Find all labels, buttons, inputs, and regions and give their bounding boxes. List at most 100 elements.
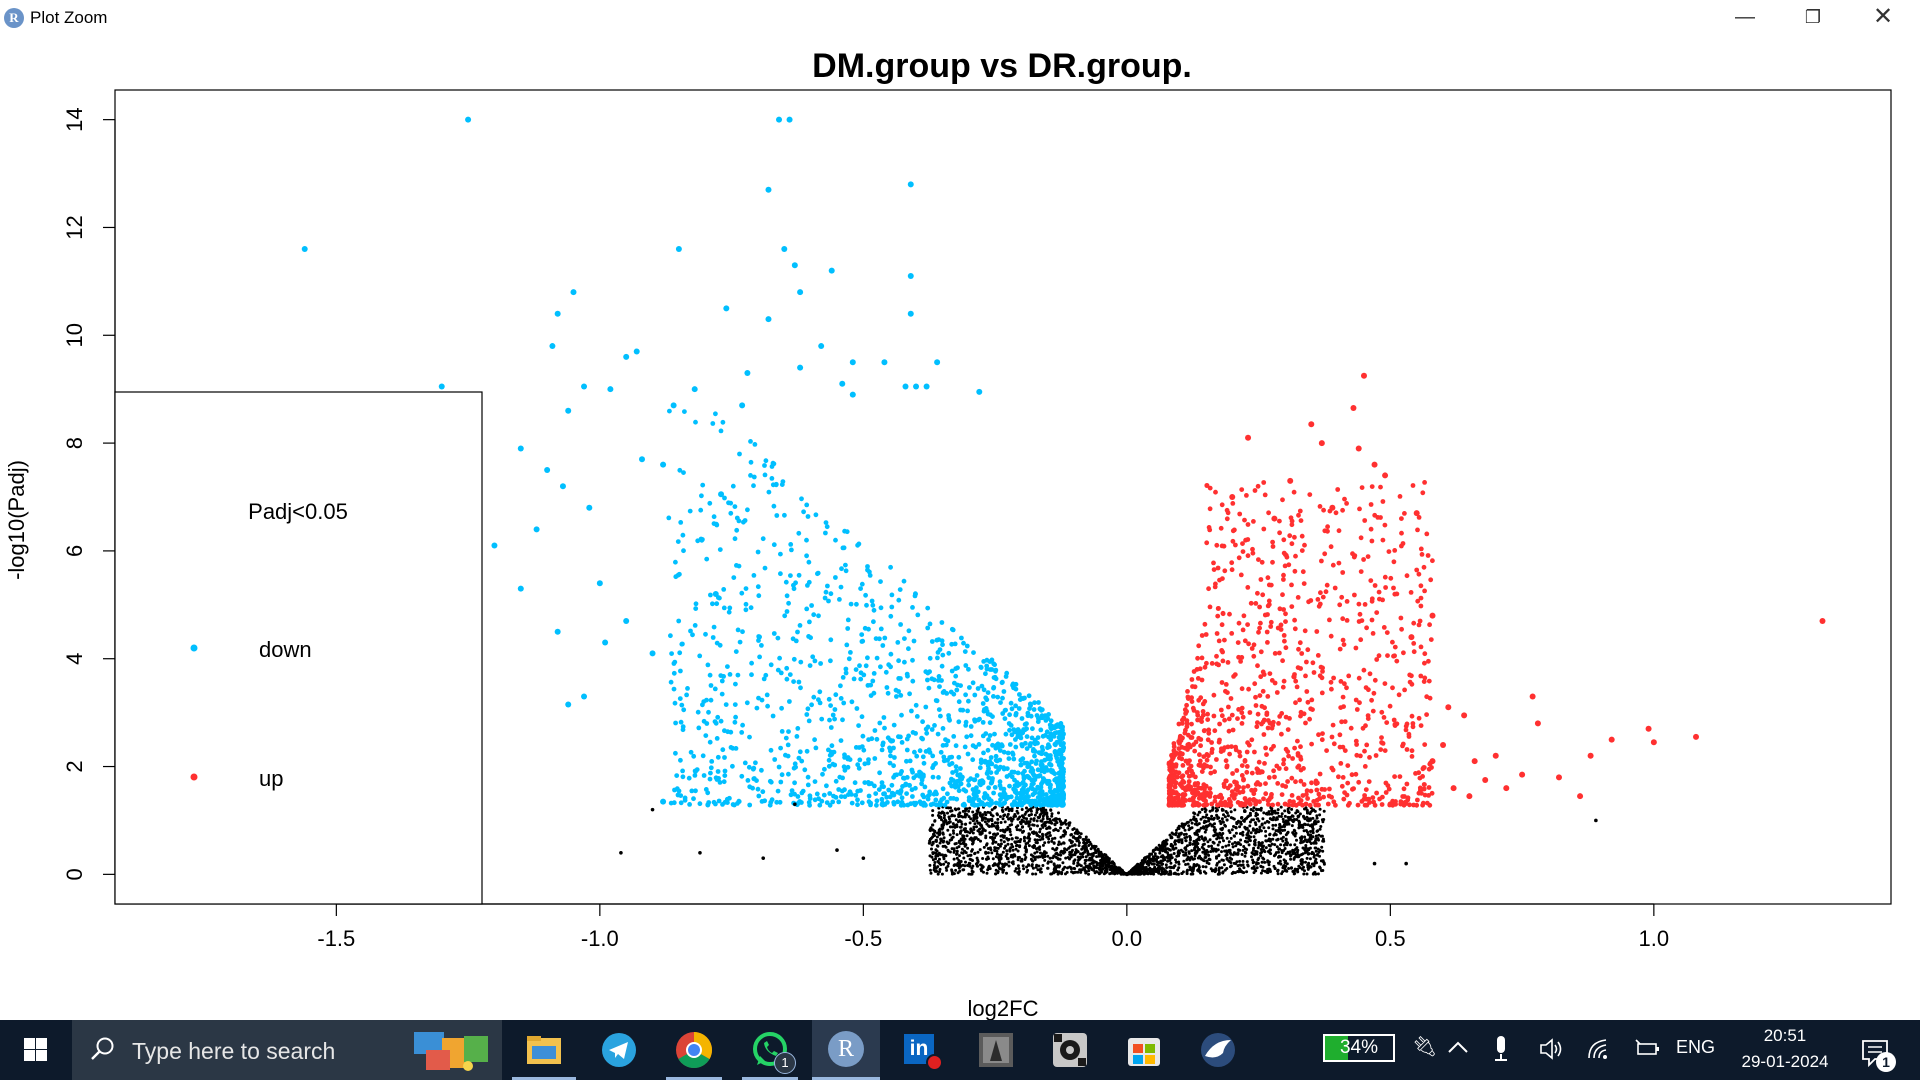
red-cloud-point xyxy=(1316,802,1321,808)
red-cloud-point xyxy=(1403,727,1409,733)
close-button[interactable]: ✕ xyxy=(1872,3,1894,30)
blue-cloud-point xyxy=(722,799,728,805)
black-cloud-point xyxy=(1295,809,1299,813)
black-cloud-point xyxy=(1241,848,1245,852)
black-cloud-point xyxy=(1304,844,1308,847)
red-cloud-point xyxy=(1303,673,1308,679)
black-cloud-point xyxy=(1221,870,1225,874)
black-cloud-point xyxy=(1077,858,1080,862)
blue-cloud-point xyxy=(974,773,980,778)
red-cloud-point xyxy=(1324,748,1329,753)
black-cloud-point xyxy=(933,819,937,823)
black-cloud-point xyxy=(1197,865,1201,869)
blue-cloud-point xyxy=(878,579,883,584)
black-cloud-point xyxy=(1043,841,1047,845)
black-cloud-point xyxy=(1039,807,1043,811)
black-cloud-point xyxy=(1146,855,1150,859)
black-cloud-point xyxy=(1271,818,1275,822)
red-cloud-point xyxy=(1338,679,1344,684)
red-cloud-point xyxy=(1208,770,1214,776)
minimize-button[interactable]: — xyxy=(1735,6,1755,28)
blue-cloud-point xyxy=(1034,774,1040,779)
black-cloud-point xyxy=(971,819,975,823)
black-cloud-point xyxy=(1055,851,1059,855)
blue-cloud-point xyxy=(791,679,796,684)
blue-cloud-point xyxy=(819,798,825,804)
black-cloud-point xyxy=(1254,814,1258,818)
blue-cloud-point xyxy=(690,632,695,638)
black-cloud-point xyxy=(1224,844,1228,848)
blue-cloud-point xyxy=(914,753,920,759)
black-cloud-point xyxy=(1258,825,1262,829)
blue-cloud-point xyxy=(898,622,903,627)
blue-cloud-point xyxy=(946,713,951,718)
blue-cloud-point xyxy=(692,773,698,778)
black-cloud-point xyxy=(1238,859,1242,863)
black-cloud-point xyxy=(1200,808,1204,811)
blue-cloud-point xyxy=(816,613,821,619)
black-cloud-point xyxy=(1232,861,1236,865)
red-cloud-point xyxy=(1211,560,1216,566)
black-cloud-point xyxy=(1261,869,1265,873)
black-cloud-point xyxy=(997,867,1001,870)
blue-cloud-point xyxy=(812,779,818,784)
red-cloud-point xyxy=(1245,522,1251,527)
red-cloud-point xyxy=(1421,564,1427,570)
blue-cloud-point xyxy=(896,658,901,664)
black-cloud-point xyxy=(952,849,956,853)
black-cloud-point xyxy=(1288,850,1292,854)
red-cloud-point xyxy=(1299,548,1305,553)
red-cloud-point xyxy=(1418,546,1424,552)
black-cloud-point xyxy=(1276,808,1280,812)
red-cloud-point xyxy=(1257,604,1262,610)
blue-cloud-point xyxy=(913,702,919,708)
blue-cloud-point xyxy=(708,765,714,771)
black-cloud-point xyxy=(1312,841,1316,845)
blue-cloud-point xyxy=(1039,789,1045,795)
black-cloud-point xyxy=(960,822,964,826)
blue-cloud-point xyxy=(824,524,830,530)
black-cloud-point xyxy=(1212,825,1216,829)
blue-cloud-point xyxy=(693,606,699,611)
red-cloud-point xyxy=(1285,749,1291,754)
blue-cloud-point xyxy=(1048,737,1054,743)
restore-button[interactable]: ❐ xyxy=(1804,7,1822,27)
blue-cloud-point xyxy=(978,801,984,807)
black-cloud-point xyxy=(1034,865,1038,869)
blue-cloud-point xyxy=(986,785,991,791)
blue-cloud-point xyxy=(827,717,832,723)
black-cloud-point xyxy=(1059,835,1063,839)
black-cloud-point xyxy=(1221,845,1225,849)
black-cloud-point xyxy=(1319,859,1323,863)
black-cloud-point xyxy=(983,829,987,833)
black-cloud-point xyxy=(934,838,938,842)
black-cloud-point xyxy=(1050,812,1054,816)
red-cloud-point xyxy=(1258,674,1264,680)
window-title-bar[interactable]: R Plot Zoom — ❐ ✕ xyxy=(0,0,1920,36)
red-cloud-point xyxy=(1424,531,1430,537)
blue-cloud-point xyxy=(779,705,784,711)
blue-cloud-point xyxy=(933,802,939,808)
red-cloud-point xyxy=(1295,738,1300,744)
black-cloud-point xyxy=(1070,833,1073,836)
red-cloud-point xyxy=(1380,537,1386,543)
blue-cloud-point xyxy=(687,802,692,807)
black-cloud-point xyxy=(968,857,972,861)
black-cloud-point xyxy=(1241,863,1245,867)
black-cloud-point xyxy=(1047,860,1050,864)
red-cloud-point xyxy=(1245,783,1251,789)
black-cloud-point xyxy=(932,832,935,836)
blue-cloud-point xyxy=(925,625,931,631)
blue-cloud-point xyxy=(775,788,781,794)
blue-cloud-point xyxy=(792,761,798,767)
red-cloud-point xyxy=(1265,718,1271,723)
black-cloud-point xyxy=(1081,855,1085,859)
black-cloud-point xyxy=(1201,858,1205,862)
blue-cloud-point xyxy=(1013,787,1018,793)
blue-cloud-point xyxy=(913,591,918,597)
blue-cloud-point xyxy=(886,787,892,793)
black-cloud-point xyxy=(1290,807,1294,811)
black-cloud-point xyxy=(1311,816,1315,820)
black-cloud-point xyxy=(1021,864,1025,868)
black-cloud-point xyxy=(1049,860,1053,864)
